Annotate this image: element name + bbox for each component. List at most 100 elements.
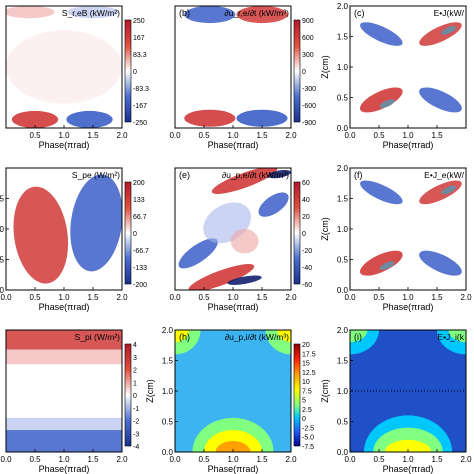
y-tick-label: 0.5: [337, 94, 349, 103]
panel-6: 0.0 0.5 1.0 1.5 2.0 Phase(πrad) 0.0 0.5 1.0 1.5 2.…: [320, 164, 472, 312]
x-tick-label: 0.5: [29, 455, 41, 464]
colorbar-tick-label: 0: [302, 231, 306, 238]
y-tick-label: 0.5: [162, 418, 174, 427]
y-tick-label: 2.0: [337, 164, 349, 173]
x-tick-label: 0.5: [373, 293, 385, 302]
x-tick-label: 1.5: [87, 293, 99, 302]
x-axis-label: Phase(πrad): [39, 464, 90, 474]
colorbar-tick-label: -40: [302, 265, 312, 272]
x-tick-label: 0.0: [344, 131, 356, 140]
colorbar-tick-label: 0: [302, 69, 306, 76]
panel-title: ∂u_p,e/∂t (kW/m³): [222, 170, 289, 180]
x-tick-label: 1.5: [431, 131, 443, 140]
contour-region: [227, 275, 262, 285]
plot-area: [359, 22, 462, 113]
x-tick-label: 2.0: [285, 293, 297, 302]
panel-label: (c): [354, 8, 365, 18]
contour-region: [277, 330, 291, 343]
plot-area: [13, 174, 122, 284]
x-tick-label: 0.0: [169, 455, 181, 464]
colorbar-tick-label: 250: [133, 18, 145, 25]
contour-region: [441, 185, 457, 195]
x-tick-label: 2.0: [285, 455, 297, 464]
colorbar-tick-label: -3: [133, 431, 139, 438]
panel-title: E•J_i(k: [437, 332, 464, 342]
colorbar-tick-label: 7.5: [302, 388, 312, 395]
x-tick-label: 1.0: [227, 131, 239, 140]
panel-title: S_r,eB (kW/m²): [62, 8, 120, 18]
contour-region: [178, 238, 218, 269]
contour-region: [215, 441, 251, 452]
panel-title: E•J_e(kW/: [424, 170, 464, 180]
contour-region: [419, 250, 462, 276]
x-tick-label: 0.5: [373, 131, 385, 140]
plot-area: [178, 168, 291, 290]
colorbar-tick-label: 900: [302, 18, 314, 25]
x-tick-label: 1.0: [58, 455, 70, 464]
colorbar: [293, 343, 301, 447]
x-tick-label: 1.5: [87, 131, 99, 140]
x-tick-label: 1.0: [402, 455, 414, 464]
contour-region: [11, 110, 59, 128]
x-tick-label: 1.0: [58, 293, 70, 302]
x-tick-label: 2.0: [116, 293, 128, 302]
y-tick-label: 0.0: [337, 286, 349, 295]
y-axis-label: Z(cm): [320, 55, 330, 79]
panel-2: 0.0 0.5 1.0 1.5 2.0 Phase(πrad) (b) ∂u_r,e/∂t (…: [169, 5, 316, 150]
panel-1: 0.5 1.0 1.5 2.0 Phase(πrad) S_r,eB (kW/m²) 250…: [5, 5, 149, 150]
panel-3: 0.0 0.5 1.0 1.5Phase(πrad)0.00.51.01.52.0Z(…: [320, 2, 467, 150]
colorbar-tick-label: 133: [133, 197, 145, 204]
colorbar: [124, 181, 132, 285]
y-tick-label: 1.0: [337, 225, 349, 234]
panel-label: (h): [179, 332, 190, 342]
panel-label: (e): [179, 170, 190, 180]
colorbar: [293, 181, 301, 285]
y-tick-label: 0.0: [337, 448, 349, 457]
colorbar-tick-label: 3: [133, 355, 137, 362]
colorbar-tick-label: -600: [302, 103, 316, 110]
x-tick-label: 0.0: [344, 293, 356, 302]
x-tick-label: 1.0: [402, 131, 414, 140]
y-tick-label: 1.5: [337, 33, 349, 42]
contour-region: [184, 109, 236, 127]
colorbar-tick-label: 0: [133, 393, 137, 400]
colorbar-tick-label: 12.5: [302, 370, 316, 377]
colorbar-tick-label: 17.5: [302, 351, 316, 358]
contour-region: [384, 439, 432, 452]
contour-region: [13, 186, 69, 284]
x-axis-label: Phase(πrad): [208, 302, 259, 312]
contour-region: [360, 180, 403, 205]
x-tick-label: 1.0: [227, 455, 239, 464]
x-tick-label: 0.5: [29, 131, 41, 140]
colorbar-tick-label: -83.3: [133, 86, 149, 93]
x-tick-label: 2.0: [116, 131, 128, 140]
colorbar: [293, 19, 301, 123]
colorbar-tick-label: 5: [302, 398, 306, 405]
colorbar-tick-label: 15: [302, 361, 310, 368]
x-tick-label: 2.0: [460, 455, 472, 464]
x-tick-label: 1.0: [227, 293, 239, 302]
x-tick-label: 0.0: [169, 293, 181, 302]
colorbar-tick-label: 2: [133, 368, 137, 375]
colorbar-tick-label: 2.5: [302, 407, 312, 414]
y-tick-label: 1.5: [337, 357, 349, 366]
contour-region: [6, 430, 122, 452]
y-tick-label: 1.0: [337, 63, 349, 72]
contour-region: [6, 349, 122, 365]
x-tick-label: 1.0: [58, 131, 70, 140]
contour-region: [236, 109, 288, 127]
contour-region: [66, 110, 113, 128]
contour-region: [6, 330, 122, 350]
x-tick-label: 1.5: [256, 131, 268, 140]
contour-region: [188, 264, 255, 290]
contour-region: [184, 6, 236, 24]
plot-area: [359, 180, 462, 276]
contour-region: [350, 330, 368, 343]
contour-region: [175, 330, 189, 343]
colorbar: [124, 343, 132, 447]
panel-title: ∂u_p,i/∂t (kW/m³): [225, 332, 289, 342]
contour-region: [379, 99, 395, 109]
colorbar-tick-label: 20: [302, 342, 310, 349]
colorbar-tick-label: 600: [302, 35, 314, 42]
colorbar-tick-label: -167: [133, 103, 147, 110]
